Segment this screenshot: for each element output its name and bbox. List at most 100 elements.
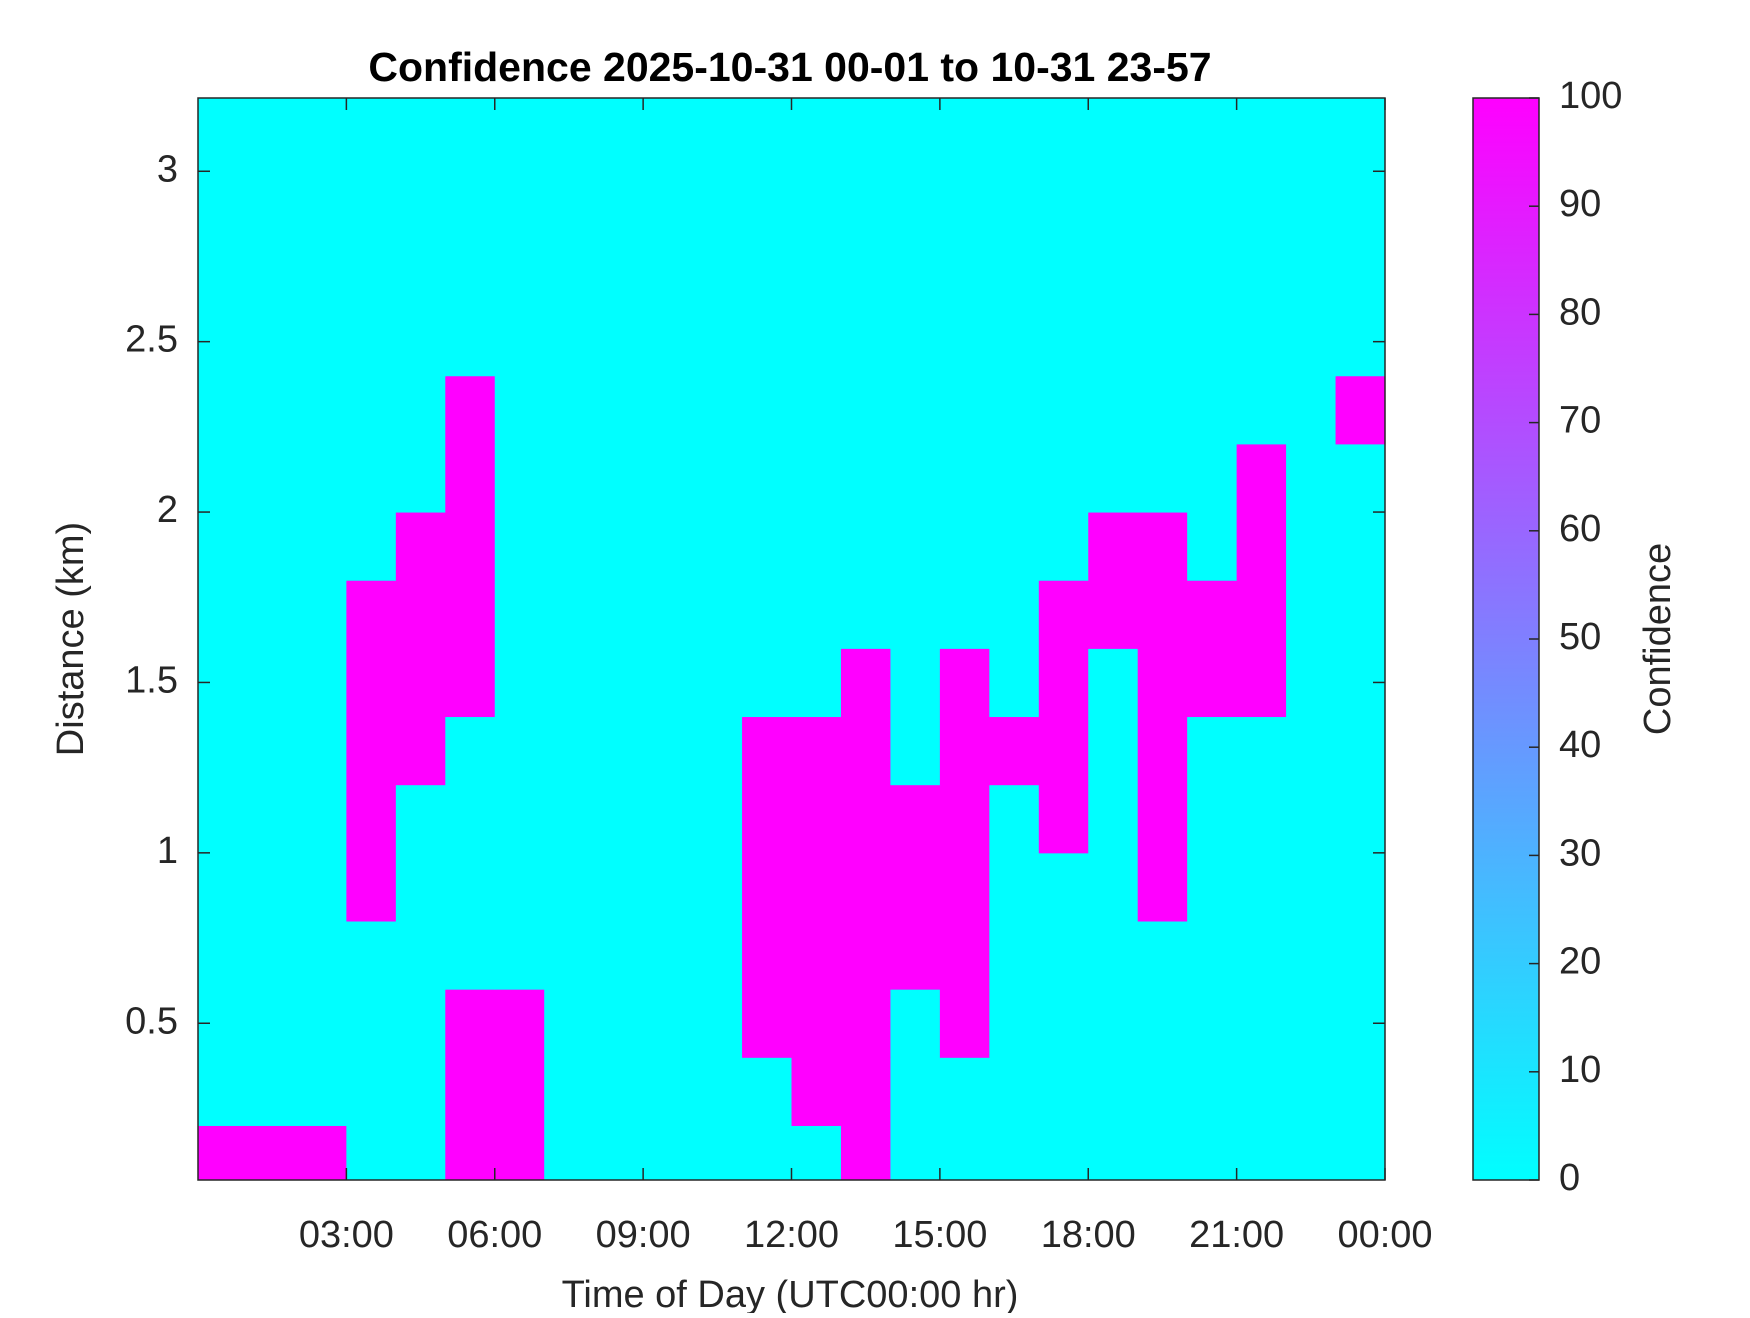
heatmap-cell — [989, 443, 1040, 513]
heatmap-cell — [1187, 443, 1238, 513]
colorbar-tick-label: 10 — [1559, 1049, 1601, 1091]
heatmap-cell — [247, 239, 298, 309]
heatmap-cell — [1335, 239, 1385, 309]
heatmap-cell — [593, 443, 644, 513]
heatmap-cell — [791, 716, 842, 786]
heatmap-cell — [1286, 1125, 1337, 1180]
y-tick-label: 3 — [157, 148, 178, 190]
heatmap-cell — [692, 171, 743, 240]
heatmap-cell — [1236, 921, 1287, 990]
heatmap-cell — [1088, 580, 1139, 649]
heatmap-cell — [296, 307, 347, 377]
heatmap-cell — [989, 375, 1040, 445]
heatmap-cell — [890, 239, 941, 309]
y-tick-label: 2 — [157, 489, 178, 531]
heatmap-cell — [1236, 784, 1287, 854]
heatmap-cell — [890, 1057, 941, 1126]
x-tick-label: 06:00 — [447, 1214, 542, 1256]
heatmap-cell — [840, 852, 891, 922]
heatmap-cell — [692, 103, 743, 172]
heatmap-cell — [1088, 375, 1139, 445]
heatmap-cell — [890, 512, 941, 581]
heatmap-cell — [692, 852, 743, 922]
colorbar-tick-label: 20 — [1559, 941, 1601, 983]
heatmap-cell — [692, 580, 743, 649]
heatmap-cell — [247, 716, 298, 786]
heatmap-cell — [1236, 716, 1287, 786]
heatmap-cell — [742, 375, 792, 445]
heatmap-cell — [1038, 921, 1089, 990]
heatmap-cell — [1137, 921, 1188, 990]
heatmap-cell — [939, 1057, 990, 1126]
heatmap-cell — [395, 307, 446, 377]
heatmap-cell — [198, 1057, 248, 1126]
heatmap-cell — [247, 989, 298, 1058]
heatmap-cell — [890, 443, 941, 513]
x-tick-label: 00:00 — [1337, 1214, 1432, 1256]
colorbar-tick-label: 0 — [1559, 1157, 1580, 1199]
heatmap-cell — [593, 307, 644, 377]
heatmap-cell — [198, 171, 248, 240]
heatmap-cell — [296, 1125, 347, 1180]
heatmap-cell — [247, 580, 298, 649]
heatmap-cell — [1286, 716, 1337, 786]
heatmap-cell — [742, 852, 792, 922]
heatmap-cell — [1236, 307, 1287, 377]
heatmap-cell — [494, 171, 545, 240]
heatmap-cell — [1187, 989, 1238, 1058]
heatmap-cell — [1187, 716, 1238, 786]
heatmap-cell — [445, 580, 496, 649]
heatmap-cell — [1335, 171, 1385, 240]
heatmap-cell — [593, 375, 644, 445]
heatmap-cell — [939, 989, 990, 1058]
heatmap-cell — [1335, 1057, 1385, 1126]
heatmap-cell — [840, 716, 891, 786]
heatmap-cell — [890, 989, 941, 1058]
heatmap-cell — [1137, 1125, 1188, 1180]
heatmap-cell — [692, 239, 743, 309]
heatmap-cell — [198, 580, 248, 649]
heatmap-cell — [296, 1057, 347, 1126]
heatmap-cell — [1038, 648, 1089, 718]
heatmap-cell — [1137, 852, 1188, 922]
heatmap-cell — [445, 716, 496, 786]
heatmap-cell — [395, 580, 446, 649]
colorbar-tick-label: 50 — [1559, 616, 1601, 658]
heatmap-cell — [742, 443, 792, 513]
heatmap-cell — [346, 1125, 397, 1180]
heatmap-cell — [742, 716, 792, 786]
heatmap-cell — [890, 103, 941, 172]
heatmap-cell — [247, 1057, 298, 1126]
x-tick-label: 03:00 — [299, 1214, 394, 1256]
heatmap-cell — [1088, 307, 1139, 377]
heatmap-cell — [296, 648, 347, 718]
heatmap-cell — [296, 784, 347, 854]
y-tick-label: 1.5 — [125, 659, 178, 701]
x-tick-label: 18:00 — [1041, 1214, 1136, 1256]
heatmap-cell — [544, 103, 595, 172]
heatmap-cell — [692, 512, 743, 581]
heatmap-cell — [742, 921, 792, 990]
heatmap-cell — [1088, 1057, 1139, 1126]
y-tick-label: 2.5 — [125, 319, 178, 361]
heatmap-cell — [1236, 580, 1287, 649]
heatmap-cell — [791, 580, 842, 649]
heatmap-cell — [840, 580, 891, 649]
heatmap-cell — [198, 1125, 248, 1180]
heatmap-cell — [643, 239, 694, 309]
colorbar-tick-label: 30 — [1559, 832, 1601, 874]
heatmap-cell — [989, 989, 1040, 1058]
heatmap-cell — [840, 784, 891, 854]
heatmap-cell — [1236, 239, 1287, 309]
heatmap-cell — [1236, 648, 1287, 718]
heatmap-cell — [296, 103, 347, 172]
heatmap-cell — [494, 716, 545, 786]
heatmap-cell — [395, 239, 446, 309]
heatmap-cell — [1137, 648, 1188, 718]
heatmap-cell — [247, 648, 298, 718]
heatmap-cell — [742, 648, 792, 718]
heatmap-cell — [1187, 921, 1238, 990]
heatmap-cell — [593, 103, 644, 172]
heatmap-cell — [1335, 375, 1385, 445]
heatmap-cell — [791, 989, 842, 1058]
